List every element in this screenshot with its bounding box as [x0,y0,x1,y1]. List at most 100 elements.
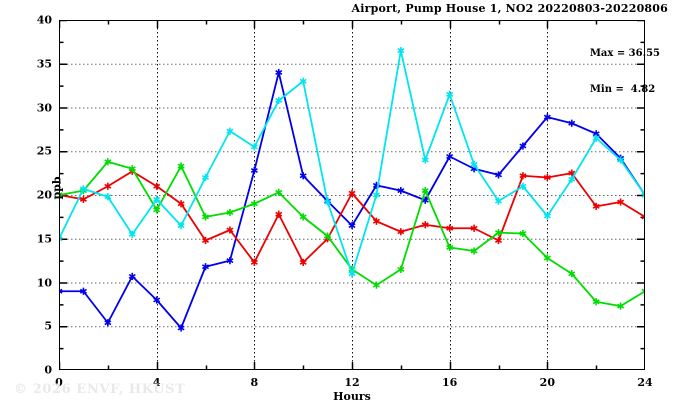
series-marker [299,172,307,180]
series-marker [568,175,576,183]
series-marker [104,182,112,190]
y-axis-tick-label: 5 [44,319,52,333]
series-marker [128,230,136,238]
series-marker [641,213,645,221]
series-marker [250,143,258,151]
series-marker [104,319,112,327]
series-marker [153,296,161,304]
series-marker [128,165,136,173]
series-marker [348,270,356,278]
series-marker [275,210,283,218]
series-marker [275,96,283,105]
plot-area: ppb 0 5 10 15 20 25 30 35 40 0 4 8 12 16 20 24 [37,14,653,390]
series-marker [519,142,527,150]
series-marker [568,119,576,127]
series-marker [275,68,283,77]
series-marker [494,229,503,237]
series-marker [397,187,405,195]
series-marker [397,265,405,273]
y-axis-tick-label: 25 [36,144,52,158]
y-axis-tick-label: 30 [36,101,52,114]
series-marker [324,198,332,206]
series-marker [128,272,136,280]
series-marker [592,298,600,306]
series-marker [543,212,551,220]
series-marker [470,247,478,255]
series-marker [201,236,210,245]
series-marker [421,187,429,195]
series-marker [348,222,356,230]
series-marker [421,221,429,229]
series-marker [59,191,63,199]
series-marker [299,258,307,266]
series-marker [59,235,63,243]
series-marker [494,197,503,205]
series-marker [226,127,234,135]
x-axis-tick-label: 8 [250,376,259,389]
series-marker [201,213,210,221]
series-marker [494,171,503,179]
series-marker [324,232,332,240]
series-marker [79,287,87,295]
series-marker [201,263,210,271]
series-marker [226,226,234,234]
series-marker [519,229,527,238]
series-marker [201,173,210,182]
series-marker [372,217,380,225]
x-axis-tick-label: 0 [55,376,63,389]
series-marker [250,166,258,175]
series-marker [104,193,112,201]
series-marker [470,224,478,232]
series-marker [348,189,356,197]
series-marker [177,162,185,170]
series-marker [446,152,454,161]
series-marker [250,200,258,208]
min-value-label: Min = 4.82 [589,84,656,95]
series-marker [519,182,527,190]
data-series-series-green [59,158,645,310]
series-marker [641,191,645,199]
series-marker [421,156,429,164]
series-marker [494,236,503,245]
x-axis-label: Hours [333,390,371,403]
plot-frame [59,20,645,370]
y-axis-tick-label: 40 [36,13,52,27]
series-marker [275,188,283,196]
series-marker [617,302,625,310]
series-marker [153,206,161,214]
series-marker [79,185,87,193]
series-marker [543,113,551,121]
series-marker [397,228,405,236]
series-marker [299,77,307,85]
series-marker [177,324,185,332]
series-marker [568,270,576,278]
x-axis-tick-label: 4 [152,376,161,389]
series-marker [617,198,625,206]
x-axis-tick-label: 16 [442,376,458,389]
data-series-series-cyan [59,47,645,278]
series-marker [446,243,454,252]
x-axis-tick-label: 12 [344,376,360,389]
series-marker [299,213,307,221]
plot-canvas [59,20,645,370]
series-marker [592,134,600,142]
series-marker [543,254,551,262]
series-marker [153,182,161,190]
series-marker [104,158,112,166]
series-marker [617,156,625,164]
series-marker [446,224,454,232]
series-marker [226,208,234,217]
y-axis-label: ppb [50,176,64,200]
y-axis-tick-label: 15 [36,232,52,246]
series-marker [153,195,161,203]
y-axis-tick-label: 10 [36,276,52,289]
series-marker [446,90,454,98]
series-marker [397,47,405,55]
series-marker [543,173,551,182]
series-marker [372,191,380,199]
series-marker [519,172,527,180]
x-axis-tick-label: 20 [539,376,555,389]
series-marker [59,287,63,295]
chart-title: Airport, Pump House 1, NO2 20220803-2022… [351,2,668,15]
